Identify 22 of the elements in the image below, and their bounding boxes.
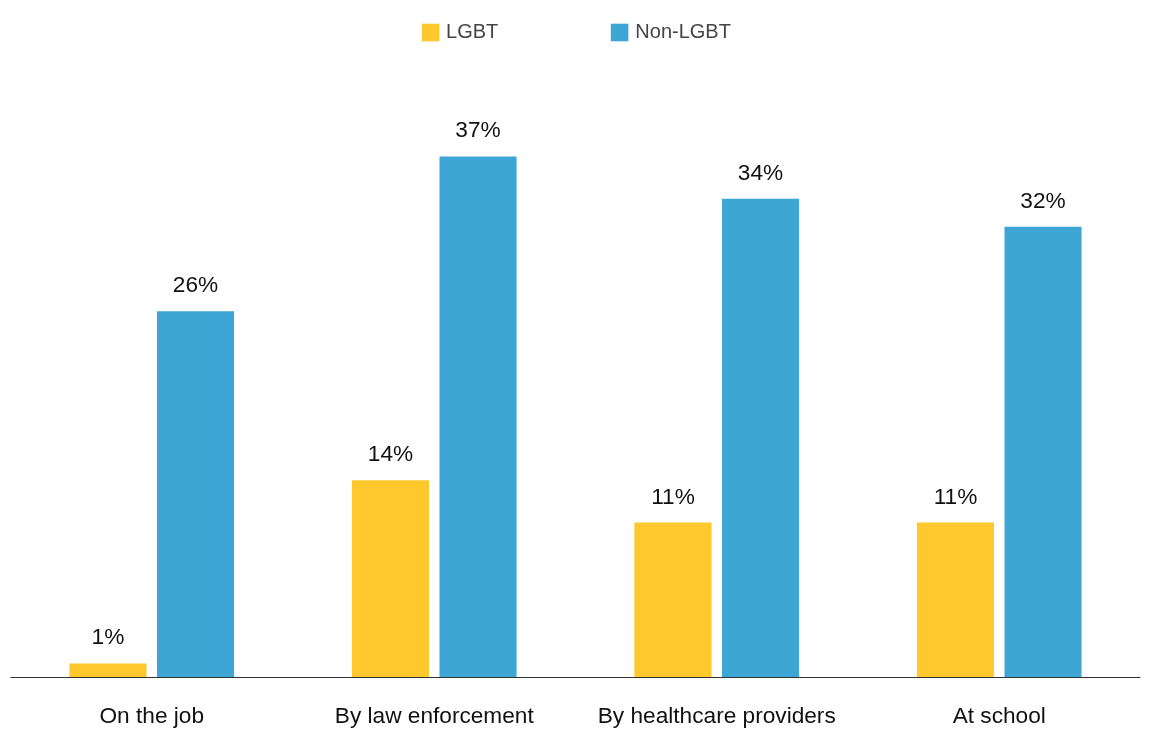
data-label: 11% — [651, 482, 695, 509]
bar — [439, 156, 517, 678]
x-tick-label: By healthcare providers — [597, 701, 836, 728]
legend-label: Non-LGBT — [635, 20, 731, 43]
x-tick-label: On the job — [99, 701, 205, 728]
data-label: 34% — [737, 158, 784, 185]
bar — [722, 198, 800, 678]
x-tick-label: By law enforcement — [334, 701, 535, 728]
data-label: 14% — [367, 440, 414, 467]
legend-label: LGBT — [446, 20, 499, 43]
data-label: 1% — [91, 623, 125, 650]
data-label: 11% — [933, 482, 978, 509]
bar — [1004, 226, 1082, 678]
bar — [157, 311, 235, 678]
bar — [634, 522, 712, 678]
bar — [351, 480, 429, 678]
data-label: 26% — [172, 271, 219, 298]
bar — [916, 522, 994, 678]
data-label: 32% — [1020, 186, 1066, 213]
data-label: 37% — [455, 116, 501, 143]
bar — [69, 663, 147, 678]
x-tick-label: At school — [952, 701, 1046, 728]
